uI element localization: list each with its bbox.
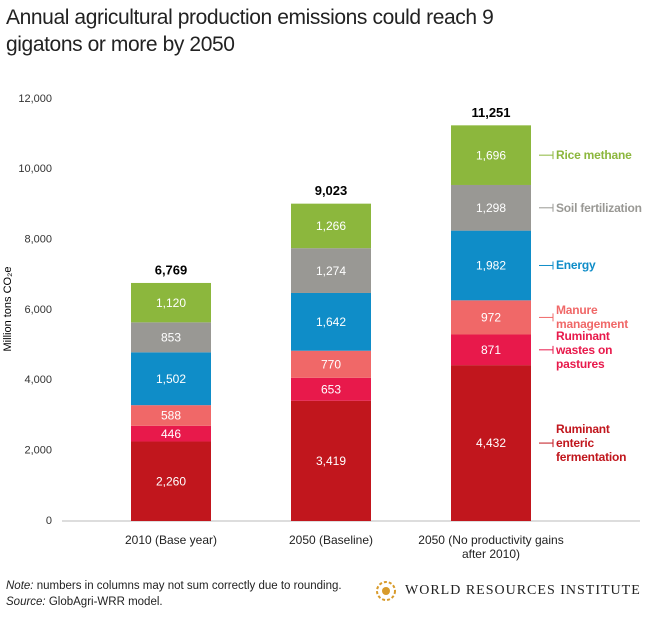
value-label: 446	[161, 427, 181, 441]
y-tick-label: 2,000	[24, 445, 52, 457]
source-label: Source:	[6, 596, 46, 608]
logo-text: WORLD RESOURCES INSTITUTE	[405, 583, 641, 598]
value-label: 1,696	[476, 148, 506, 162]
value-label: 588	[161, 409, 181, 423]
total-label: 9,023	[315, 183, 348, 198]
logo-icon	[376, 581, 396, 601]
value-label: 4,432	[476, 436, 506, 450]
note-text: numbers in columns may not sum correctly…	[36, 580, 342, 592]
value-label: 972	[481, 311, 501, 325]
x-tick-label: 2010 (Base year)	[124, 533, 218, 547]
value-label: 1,642	[316, 315, 346, 329]
bar-segment	[451, 230, 531, 301]
y-tick-label: 4,000	[24, 374, 52, 386]
x-tick-label: 2050 (No productivity gains after 2010)	[418, 533, 564, 561]
legend-label: Energy	[556, 258, 596, 273]
bar-segment	[451, 300, 531, 335]
total-label: 11,251	[471, 105, 510, 120]
bar-segment	[131, 352, 211, 406]
value-label: 1,298	[476, 201, 506, 215]
y-tick-label: 10,000	[18, 163, 52, 175]
source-text: GlobAgri-WRR model.	[48, 596, 163, 608]
footnotes: Note: numbers in columns may not sum cor…	[6, 578, 342, 610]
y-tick-label: 0	[46, 515, 52, 527]
bar-segment	[131, 405, 211, 426]
bar-segment	[291, 377, 371, 401]
bar-segment	[291, 248, 371, 293]
legend-label: Rice methane	[556, 148, 632, 163]
bar-segment	[451, 184, 531, 231]
y-tick-label: 8,000	[24, 234, 52, 246]
value-label: 2,260	[156, 474, 186, 488]
value-label: 1,982	[476, 259, 506, 273]
legend-label: Manure management	[556, 303, 629, 332]
total-label: 6,769	[155, 262, 188, 277]
source: Source: GlobAgri-WRR model.	[6, 594, 342, 610]
chart-title: Annual agricultural production emissions…	[6, 6, 494, 56]
bar-segment	[451, 334, 531, 366]
value-label: 1,120	[156, 296, 186, 310]
y-tick-label: 12,000	[18, 93, 52, 105]
x-tick-label: 2050 (Baseline)	[288, 533, 374, 547]
legend-label: Soil fertilization	[556, 200, 642, 215]
value-label: 1,274	[316, 264, 346, 278]
value-label: 1,502	[156, 372, 186, 386]
bar-segment	[131, 322, 211, 353]
value-label: 770	[321, 357, 341, 371]
note-label: Note:	[6, 580, 34, 592]
value-label: 853	[161, 331, 181, 345]
bar-segment	[291, 400, 371, 521]
value-label: 3,419	[316, 454, 346, 468]
note: Note: numbers in columns may not sum cor…	[6, 578, 342, 594]
bar-segment	[131, 441, 211, 521]
y-tick-label: 6,000	[24, 304, 52, 316]
bar-segment	[451, 365, 531, 521]
value-label: 871	[481, 343, 501, 357]
bar-segment	[291, 203, 371, 249]
bar-segment	[291, 350, 371, 378]
y-axis-label: Million tons CO₂e	[2, 267, 14, 352]
bar-segment	[291, 292, 371, 351]
legend-label: Ruminant wastes on pastures	[556, 328, 613, 371]
bar-segment	[131, 282, 211, 323]
bar-segment	[451, 125, 531, 185]
legend-label: Ruminant enteric fermentation	[556, 422, 627, 465]
value-label: 653	[321, 382, 341, 396]
value-label: 1,266	[316, 219, 346, 233]
bar-segment	[131, 425, 211, 442]
